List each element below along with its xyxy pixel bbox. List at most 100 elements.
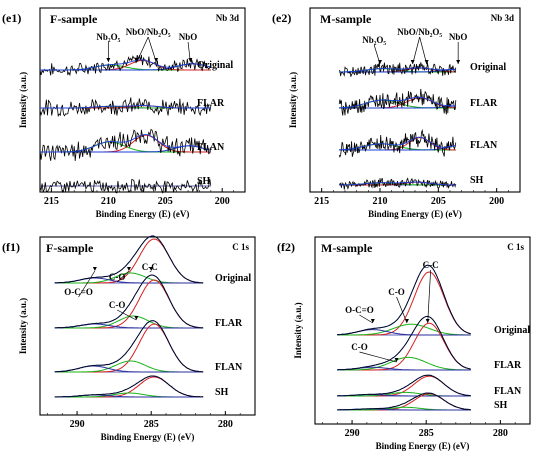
peak-annotation: C-O xyxy=(109,300,126,310)
raw-spectrum xyxy=(39,97,212,118)
x-tick-label: 285 xyxy=(144,419,159,430)
x-tick-label: 280 xyxy=(493,428,508,439)
series-original xyxy=(338,61,457,77)
plot-frame xyxy=(314,236,531,425)
y-axis-label: Intensity (a.u.) xyxy=(18,298,28,354)
annotation-arrow xyxy=(419,36,428,65)
series-label-flar: FLAR xyxy=(197,98,225,109)
x-axis-label: Binding Energy (E) (eV) xyxy=(101,432,195,442)
series-label-sh: SH xyxy=(494,400,508,411)
peak-annotation: C-C xyxy=(423,260,439,270)
arrow-head xyxy=(378,60,382,64)
fit-component xyxy=(54,376,204,398)
element-label: C 1s xyxy=(507,242,524,252)
x-tick-label: 210 xyxy=(101,196,116,207)
series-label-flar: FLAR xyxy=(494,360,522,371)
peak-annotation: C-O xyxy=(351,342,368,352)
panel-label: (e2) xyxy=(272,11,291,25)
annotation-arrow xyxy=(147,36,157,63)
peak-annotation: C-O xyxy=(109,272,126,282)
arrow-head xyxy=(188,58,193,62)
annotation-arrow xyxy=(396,296,408,324)
x-tick-label: 205 xyxy=(431,196,446,207)
peak-annotation: O-C=O xyxy=(64,287,93,297)
fit-component xyxy=(337,375,471,397)
x-tick-label: 200 xyxy=(489,196,504,207)
panel-title: M-sample xyxy=(320,12,372,26)
panel-e2: (e2) M-sample Nb 3d 215 210 205 200 Binding En… xyxy=(272,7,521,219)
series-flan xyxy=(338,128,457,158)
x-tick-label: 205 xyxy=(158,196,173,207)
arrow-head xyxy=(126,267,131,271)
series-flar xyxy=(338,88,457,116)
raw-spectrum xyxy=(54,274,204,329)
x-tick-label: 215 xyxy=(314,196,329,207)
arrow-head xyxy=(425,319,430,323)
series-label-flan: FLAN xyxy=(494,386,522,397)
x-tick-label: 285 xyxy=(419,428,434,439)
annotation-arrow xyxy=(412,36,421,65)
raw-spectrum xyxy=(39,178,212,194)
series-label-flar: FLAR xyxy=(470,98,498,109)
panel-f2: (f2) M-sample C 1s 290 285 280 Binding Energy… xyxy=(277,236,531,451)
peak-annotation: C-O xyxy=(388,287,405,297)
annotation-arrow xyxy=(78,270,96,298)
series-flar xyxy=(337,315,471,371)
raw-spectrum xyxy=(39,54,212,77)
fit-envelope xyxy=(54,375,204,398)
element-label: Nb 3d xyxy=(216,13,239,23)
panel-title: M-sample xyxy=(321,241,373,255)
fit-envelope xyxy=(40,134,211,153)
series-label-flan: FLAN xyxy=(215,362,243,373)
series-label-original: Original xyxy=(494,325,530,336)
series-label-original: Original xyxy=(197,60,233,71)
fit-envelope xyxy=(40,105,211,109)
annotation-arrow xyxy=(116,309,137,321)
raw-spectrum xyxy=(54,375,204,398)
arrow-head xyxy=(410,60,415,64)
y-axis-label: Intensity (a.u.) xyxy=(293,302,303,358)
fit-envelope xyxy=(337,264,471,336)
raw-spectrum xyxy=(338,88,457,116)
series-sh xyxy=(339,177,457,190)
raw-spectrum xyxy=(54,320,204,373)
fit-envelope xyxy=(40,59,211,71)
panel-title: F-sample xyxy=(46,241,94,255)
x-tick-label: 210 xyxy=(373,196,388,207)
series-flan xyxy=(39,128,212,161)
x-axis-label: Binding Energy (E) (eV) xyxy=(368,209,462,219)
series-flan xyxy=(54,320,204,373)
peak-annotation: NbO/Nb₂O₅ xyxy=(397,27,442,37)
raw-spectrum xyxy=(337,264,471,336)
fit-component xyxy=(337,323,471,336)
annotation-arrow xyxy=(149,270,152,273)
panel-label: (e1) xyxy=(2,11,21,25)
fit-envelope xyxy=(339,96,456,109)
series-label-sh: SH xyxy=(215,387,229,398)
arrow-head xyxy=(456,60,461,64)
arrow-head xyxy=(134,58,139,62)
fit-envelope xyxy=(339,181,456,186)
peak-annotation: NbO xyxy=(449,32,468,42)
series-label-sh: SH xyxy=(197,176,211,187)
arrow-head xyxy=(149,267,154,271)
peak-annotation: Nb₂O₅ xyxy=(362,35,386,45)
series-sh xyxy=(39,178,212,194)
panel-label: (f2) xyxy=(277,240,295,254)
fit-component xyxy=(337,356,471,371)
series-label-flan: FLAN xyxy=(197,142,225,153)
series-label-flar: FLAR xyxy=(215,318,243,329)
raw-spectrum xyxy=(337,392,471,411)
x-tick-label: 290 xyxy=(345,428,360,439)
series-flan xyxy=(337,374,471,397)
element-label: C 1s xyxy=(232,242,249,252)
element-label: Nb 3d xyxy=(491,13,514,23)
x-tick-label: 290 xyxy=(70,419,85,430)
series-original xyxy=(337,264,471,336)
fit-envelope xyxy=(339,136,456,151)
x-axis-label: Binding Energy (E) (eV) xyxy=(96,209,190,219)
peak-annotation: NbO xyxy=(179,32,198,42)
fit-component xyxy=(54,323,204,373)
series-label-original: Original xyxy=(215,273,251,284)
